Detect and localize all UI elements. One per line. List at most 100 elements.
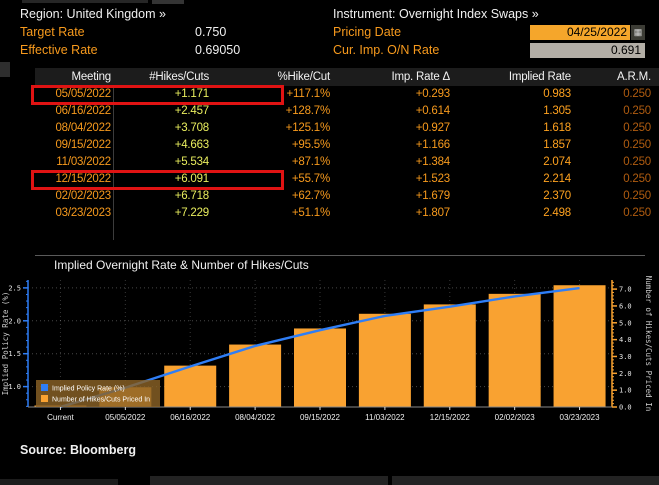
svg-text:09/15/2022: 09/15/2022 bbox=[300, 413, 341, 422]
table-row[interactable]: 12/15/2022 +6.091 +55.7% +1.523 2.214 0.250 bbox=[0, 171, 659, 188]
cell-pct-hike-cut: +55.7% bbox=[291, 173, 330, 185]
svg-text:12/15/2022: 12/15/2022 bbox=[430, 413, 471, 422]
table-header-bg bbox=[35, 68, 659, 86]
cell-hikes-cuts: +4.663 bbox=[174, 139, 209, 151]
cell-pct-hike-cut: +117.1% bbox=[286, 88, 331, 100]
svg-text:5.0: 5.0 bbox=[619, 319, 632, 327]
cell-hikes-cuts: +7.229 bbox=[174, 207, 209, 219]
cell-imp-rate-delta: +1.166 bbox=[415, 139, 450, 151]
cell-pct-hike-cut: +87.1% bbox=[291, 156, 330, 168]
cell-implied-rate: 0.983 bbox=[543, 88, 571, 100]
svg-text:6.0: 6.0 bbox=[619, 302, 632, 310]
cell-hikes-cuts: +1.171 bbox=[174, 88, 209, 100]
target-rate-label: Target Rate bbox=[20, 25, 85, 39]
cell-imp-rate-delta: +1.384 bbox=[415, 156, 450, 168]
table-row[interactable]: 11/03/2022 +5.534 +87.1% +1.384 2.074 0.250 bbox=[0, 154, 659, 171]
cell-imp-rate-delta: +1.679 bbox=[415, 190, 450, 202]
chart-title: Implied Overnight Rate & Number of Hikes… bbox=[54, 258, 309, 272]
svg-text:1.0: 1.0 bbox=[619, 387, 632, 395]
table-body: 05/05/2022 +1.171 +117.1% +0.293 0.983 0.250 0… bbox=[0, 85, 659, 240]
svg-text:0.0: 0.0 bbox=[619, 404, 632, 412]
cell-implied-rate: 1.857 bbox=[543, 139, 571, 151]
col-header-arm: A.R.M. bbox=[617, 71, 651, 83]
cell-pct-hike-cut: +51.1% bbox=[291, 207, 330, 219]
chart-panel: Implied Overnight Rate & Number of Hikes… bbox=[0, 253, 659, 431]
svg-text:7.0: 7.0 bbox=[619, 286, 632, 294]
bottom-bar-segment-3 bbox=[392, 476, 659, 485]
effective-rate-value: 0.69050 bbox=[195, 43, 241, 57]
top-tab-remnant-2 bbox=[152, 0, 184, 4]
source-attribution: Source: Bloomberg bbox=[20, 443, 136, 457]
cell-hikes-cuts: +2.457 bbox=[174, 105, 209, 117]
cur-imp-rate-field[interactable]: 0.691 bbox=[530, 43, 645, 58]
cell-meeting: 03/23/2023 bbox=[55, 207, 111, 219]
calendar-icon[interactable]: ▦ bbox=[631, 25, 645, 40]
cell-pct-hike-cut: +125.1% bbox=[285, 122, 331, 134]
cell-implied-rate: 2.498 bbox=[543, 207, 571, 219]
col-header-meeting: Meeting bbox=[71, 71, 111, 83]
cell-hikes-cuts: +5.534 bbox=[174, 156, 209, 168]
svg-text:2.5: 2.5 bbox=[8, 284, 21, 292]
cell-arm: 0.250 bbox=[623, 139, 651, 151]
cell-meeting: 09/15/2022 bbox=[55, 139, 111, 151]
cell-meeting: 02/02/2023 bbox=[55, 190, 111, 202]
chart-legend: Implied Policy Rate (%) Number of Hikes/C… bbox=[36, 380, 160, 407]
region-selector[interactable]: Region: United Kingdom » bbox=[20, 7, 166, 21]
cell-meeting: 11/03/2022 bbox=[56, 156, 111, 168]
cell-implied-rate: 1.618 bbox=[543, 122, 571, 134]
svg-text:11/03/2022: 11/03/2022 bbox=[365, 413, 405, 422]
meetings-table: Meeting #Hikes/Cuts %Hike/Cut Imp. Rate … bbox=[0, 68, 659, 240]
table-header-row: Meeting #Hikes/Cuts %Hike/Cut Imp. Rate … bbox=[0, 68, 659, 86]
table-row[interactable]: 03/23/2023 +7.229 +51.1% +1.807 2.498 0.250 bbox=[0, 205, 659, 222]
svg-text:06/16/2022: 06/16/2022 bbox=[170, 413, 211, 422]
x-axis: Current 05/05/2022 06/16/2022 08/04/2022 09/… bbox=[28, 406, 612, 422]
effective-rate-label: Effective Rate bbox=[20, 43, 98, 57]
table-row[interactable]: 05/05/2022 +1.171 +117.1% +0.293 0.983 0.250 bbox=[0, 86, 659, 103]
left-edge-remnant bbox=[0, 62, 10, 77]
cell-arm: 0.250 bbox=[623, 156, 651, 168]
instrument-selector[interactable]: Instrument: Overnight Index Swaps » bbox=[333, 7, 539, 21]
col-header-implied-rate: Implied Rate bbox=[508, 71, 571, 83]
cell-arm: 0.250 bbox=[623, 88, 651, 100]
chart-panel-border bbox=[35, 255, 645, 256]
cell-pct-hike-cut: +95.5% bbox=[291, 139, 330, 151]
svg-text:3.0: 3.0 bbox=[619, 353, 632, 361]
col-header-pct-hike-cut: %Hike/Cut bbox=[277, 71, 330, 83]
table-row[interactable]: 06/16/2022 +2.457 +128.7% +0.614 1.305 0.250 bbox=[0, 103, 659, 120]
table-row[interactable]: 08/04/2022 +3.708 +125.1% +0.927 1.618 0.250 bbox=[0, 120, 659, 137]
table-row[interactable]: 02/02/2023 +6.718 +62.7% +1.679 2.370 0.250 bbox=[0, 188, 659, 205]
cell-implied-rate: 1.305 bbox=[543, 105, 571, 117]
cell-hikes-cuts: +3.708 bbox=[174, 122, 209, 134]
svg-text:02/02/2023: 02/02/2023 bbox=[495, 413, 536, 422]
cell-pct-hike-cut: +128.7% bbox=[285, 105, 331, 117]
cell-meeting: 05/05/2022 bbox=[55, 88, 111, 100]
bottom-bar-segment-1 bbox=[0, 479, 118, 485]
cell-arm: 0.250 bbox=[623, 190, 651, 202]
svg-text:1.5: 1.5 bbox=[8, 350, 21, 358]
cell-arm: 0.250 bbox=[623, 105, 651, 117]
cell-imp-rate-delta: +0.614 bbox=[415, 105, 450, 117]
cell-meeting: 12/15/2022 bbox=[55, 173, 111, 185]
right-axis: 0.0 1.0 2.0 3.0 4.0 5.0 6.0 7.0 Number of Hikes/… bbox=[611, 276, 653, 412]
cell-implied-rate: 2.370 bbox=[543, 190, 571, 202]
svg-text:2.0: 2.0 bbox=[619, 370, 632, 378]
pricing-date-label: Pricing Date bbox=[333, 25, 402, 39]
cell-implied-rate: 2.214 bbox=[543, 173, 571, 185]
cell-arm: 0.250 bbox=[623, 207, 651, 219]
cell-hikes-cuts: +6.091 bbox=[174, 173, 209, 185]
cell-imp-rate-delta: +0.927 bbox=[415, 122, 450, 134]
cur-imp-rate-label: Cur. Imp. O/N Rate bbox=[333, 43, 440, 57]
pricing-date-input[interactable]: 04/25/2022 bbox=[530, 25, 630, 40]
col-header-imp-rate-delta: Imp. Rate Δ bbox=[391, 71, 450, 83]
target-rate-value: 0.750 bbox=[195, 25, 227, 39]
svg-text:03/23/2023: 03/23/2023 bbox=[560, 413, 601, 422]
cell-imp-rate-delta: +0.293 bbox=[415, 88, 450, 100]
cell-implied-rate: 2.074 bbox=[543, 156, 571, 168]
svg-text:1.0: 1.0 bbox=[8, 383, 21, 391]
table-row[interactable]: 09/15/2022 +4.663 +95.5% +1.166 1.857 0.250 bbox=[0, 137, 659, 154]
col-header-hikes-cuts: #Hikes/Cuts bbox=[149, 71, 209, 83]
svg-text:4.0: 4.0 bbox=[619, 336, 632, 344]
